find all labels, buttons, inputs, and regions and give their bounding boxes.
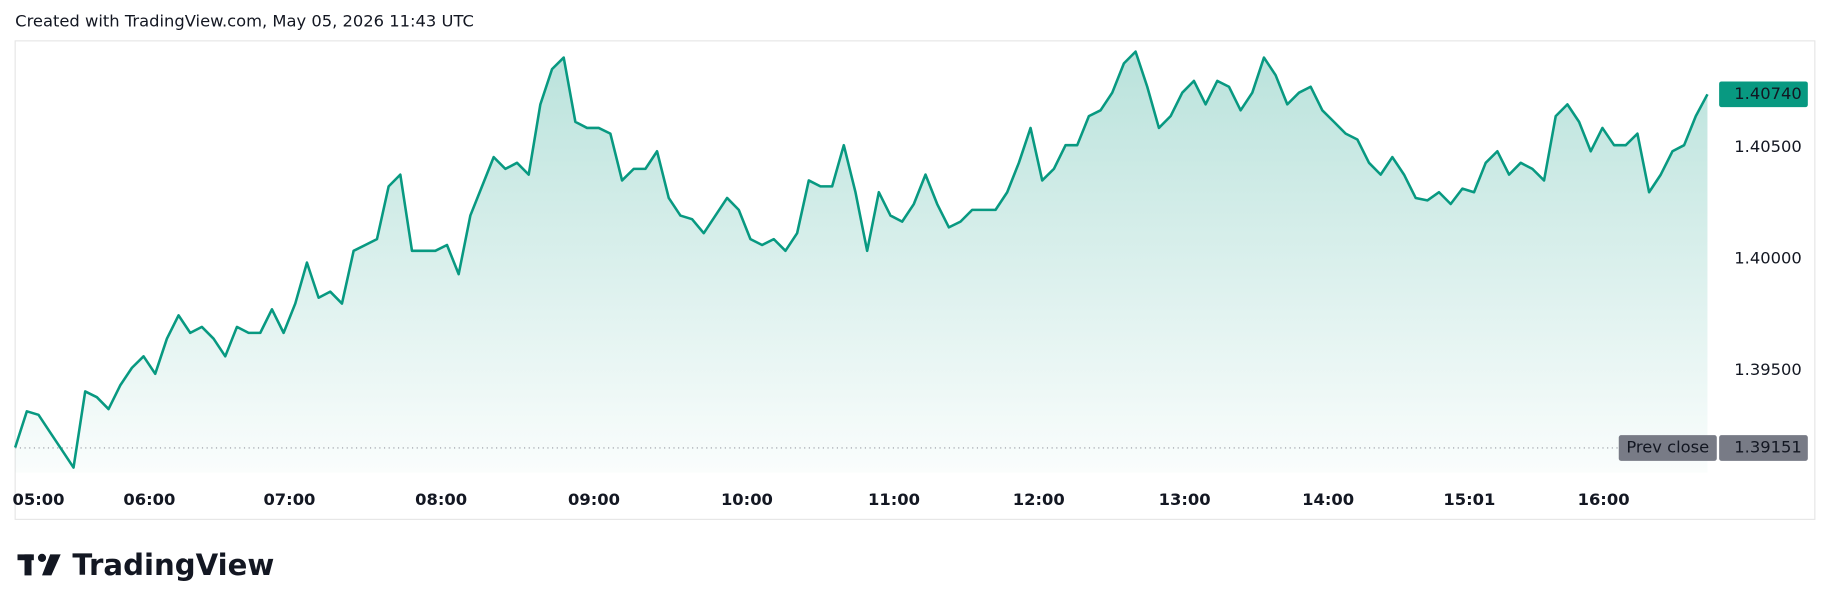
x-tick-label: 14:00	[1302, 490, 1354, 509]
last-price-box	[1719, 81, 1808, 108]
plot-frame	[14, 40, 1816, 520]
prev-close-name-box	[1618, 435, 1717, 461]
y-tick-label: 1.39500	[1734, 360, 1802, 379]
prev-close-box	[1719, 435, 1808, 461]
prev-close-label: 1.39151	[1734, 437, 1802, 456]
logo-text: TradingView	[72, 548, 274, 582]
y-tick-label: 1.40000	[1734, 248, 1802, 267]
x-tick-label: 16:00	[1578, 490, 1630, 509]
logo-icon	[17, 553, 61, 576]
x-tick-label: 12:00	[1013, 490, 1065, 509]
area-fill	[15, 51, 1708, 473]
prev-close-name: Prev close	[1626, 437, 1709, 456]
header: Created with TradingView.com, May 05, 20…	[15, 12, 474, 31]
x-tick-label: 07:00	[263, 490, 315, 509]
x-tick-label: 15:01	[1443, 490, 1495, 509]
x-tick-label: 05:00	[13, 490, 65, 509]
price-line	[13, 50, 1709, 469]
x-tick-label: 08:00	[415, 490, 467, 509]
x-tick-label: 11:00	[868, 490, 920, 509]
x-tick-label: 13:00	[1159, 490, 1211, 509]
last-price-label: 1.40740	[1734, 84, 1802, 103]
x-tick-label: 06:00	[123, 490, 175, 509]
x-tick-label: 10:00	[721, 490, 773, 509]
y-tick-label: 1.40500	[1734, 137, 1802, 156]
x-tick-label: 09:00	[568, 490, 620, 509]
